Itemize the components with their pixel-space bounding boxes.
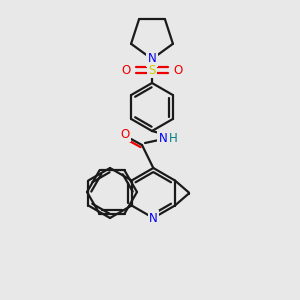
Text: N: N: [149, 212, 158, 224]
Text: N: N: [148, 52, 156, 65]
Text: O: O: [120, 128, 130, 140]
Text: S: S: [148, 64, 156, 76]
Text: O: O: [122, 64, 130, 76]
Text: O: O: [173, 64, 183, 76]
Text: N: N: [159, 131, 167, 145]
Text: H: H: [169, 131, 177, 145]
